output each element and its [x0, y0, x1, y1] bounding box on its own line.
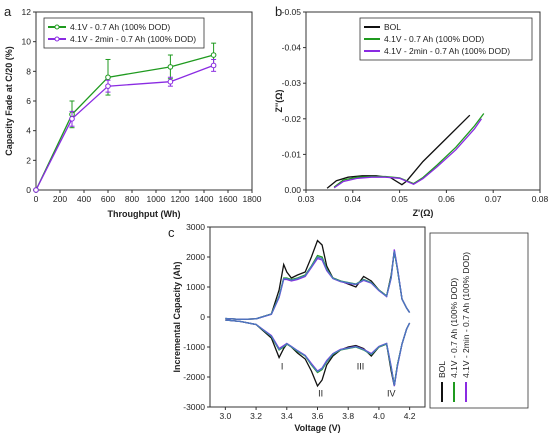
y-tick-label-a: 4 — [26, 126, 31, 136]
data-point-a — [167, 64, 174, 70]
peak-label-c: III — [357, 362, 365, 372]
x-tick-label-c: 3.6 — [312, 411, 324, 421]
charge-curve-c-3 — [225, 250, 411, 321]
legend-entry-a: 4.1V - 0.7 Ah (100% DOD) — [70, 22, 170, 32]
panel-label-b: b — [275, 4, 282, 19]
x-tick-label-a: 1000 — [147, 194, 166, 204]
x-tick-label-a: 0 — [34, 194, 39, 204]
legend-entry-a: 4.1V - 2min - 0.7 Ah (100% DOD) — [70, 34, 196, 44]
y-tick-label-a: 6 — [26, 96, 31, 106]
data-point-a — [105, 83, 111, 89]
y-axis-label-a: Capacity Fade at C/20 (%) — [4, 46, 14, 156]
x-tick-label-a: 1200 — [171, 194, 190, 204]
panel-label-c: c — [168, 225, 175, 240]
y-tick-label-b: 0.00 — [284, 185, 301, 195]
panel-a: 0 200 400 600 800 1000 1200 1400 1600 1800 0 2 4 6 8 10… — [4, 4, 262, 219]
x-tick-label-a: 1600 — [219, 194, 238, 204]
y-tick-label-c: -3000 — [183, 402, 205, 412]
data-point-a — [105, 74, 111, 81]
x-tick-label-a: 1400 — [195, 194, 214, 204]
legend-entry-c: 4.1V - 0.7 Ah (100% DOD) — [449, 278, 459, 378]
y-axis-label-c: Incremental Capacity (Ah) — [172, 261, 182, 372]
y-tick-label-b: -0.03 — [282, 78, 302, 88]
x-tick-label-a: 1800 — [243, 194, 262, 204]
series-line-a-1 — [35, 64, 214, 191]
plot-frame-b — [305, 11, 541, 191]
panel-b: 0.03 0.04 0.05 0.06 0.07 0.08 0.00 -0.01 -0.02 -0… — [274, 4, 549, 218]
y-tick-label-a: 0 — [26, 185, 31, 195]
data-point-a — [210, 62, 217, 69]
x-tick-label-a: 600 — [101, 194, 115, 204]
data-point-a — [167, 78, 174, 85]
x-tick-label-b: 0.08 — [532, 194, 549, 204]
y-tick-label-c: 1000 — [186, 282, 205, 292]
x-tick-label-b: 0.04 — [345, 194, 362, 204]
y-tick-label-a: 2 — [26, 155, 31, 165]
x-axis-label-b: Z'(Ω) — [413, 208, 434, 218]
y-tick-label-c: -2000 — [183, 372, 205, 382]
x-tick-label-a: 800 — [125, 194, 139, 204]
legend-entry-c: BOL — [437, 361, 447, 378]
legend-marker-a — [54, 24, 60, 30]
discharge-curve-c-1 — [225, 319, 411, 385]
legend-entry-b: 4.1V - 2min - 0.7 Ah (100% DOD) — [384, 46, 510, 56]
y-tick-label-c: 3000 — [186, 222, 205, 232]
legend-box-a — [43, 17, 205, 49]
peak-label-c: IV — [387, 389, 396, 399]
legend-entry-c: 4.1V - 2min - 0.7 Ah (100% DOD) — [461, 252, 471, 378]
x-tick-label-b: 0.06 — [438, 194, 455, 204]
x-tick-label-c: 3.8 — [342, 411, 354, 421]
discharge-curve-c-0 — [225, 319, 411, 388]
x-axis-label-c: Voltage (V) — [294, 423, 340, 433]
data-point-a — [210, 52, 217, 58]
discharge-curve-c-2 — [225, 319, 411, 387]
x-tick-label-b: 0.05 — [391, 194, 408, 204]
charge-curve-c-1 — [225, 250, 411, 321]
y-axis-label-b: Z''(Ω) — [274, 90, 284, 113]
x-tick-label-c: 3.2 — [250, 411, 262, 421]
x-tick-label-a: 400 — [77, 194, 91, 204]
data-point-a — [69, 116, 75, 122]
legend-box-b — [359, 17, 533, 61]
x-tick-label-c: 3.4 — [281, 411, 293, 421]
x-tick-label-b: 0.03 — [298, 194, 315, 204]
y-tick-label-b: -0.04 — [282, 43, 302, 53]
peak-label-c: II — [318, 389, 323, 399]
y-tick-label-a: 8 — [26, 66, 31, 76]
x-tick-label-c: 4.2 — [404, 411, 416, 421]
legend-box-c — [429, 232, 529, 409]
peak-label-c: I — [281, 362, 284, 372]
panel-c: 3.0 3.2 3.4 3.6 3.8 4.0 4.2 -3000 -2000 -1000 0 100… — [168, 222, 529, 433]
x-tick-label-b: 0.07 — [485, 194, 502, 204]
legend-entry-b: 4.1V - 0.7 Ah (100% DOD) — [384, 34, 484, 44]
y-tick-label-c: 2000 — [186, 252, 205, 262]
legend-marker-a — [54, 36, 60, 42]
x-tick-label-c: 4.0 — [373, 411, 385, 421]
y-tick-label-b: -0.01 — [282, 149, 302, 159]
legend-entry-b: BOL — [384, 22, 401, 32]
discharge-curve-c-3 — [225, 319, 411, 386]
y-tick-label-b: -0.05 — [282, 7, 302, 17]
x-tick-label-a: 200 — [53, 194, 67, 204]
charge-curve-c-2 — [225, 249, 411, 321]
y-tick-label-c: -1000 — [183, 342, 205, 352]
panel-label-a: a — [4, 4, 12, 19]
y-tick-label-c: 0 — [200, 312, 205, 322]
charge-curve-c-0 — [225, 239, 411, 321]
y-tick-label-b: -0.02 — [282, 114, 302, 124]
y-tick-label-a: 12 — [22, 7, 32, 17]
series-line-b-2 — [333, 118, 483, 189]
x-axis-label-a: Throughput (Wh) — [108, 209, 181, 219]
x-tick-label-c: 3.0 — [219, 411, 231, 421]
y-tick-label-a: 10 — [22, 37, 32, 47]
data-point-a — [33, 187, 39, 193]
